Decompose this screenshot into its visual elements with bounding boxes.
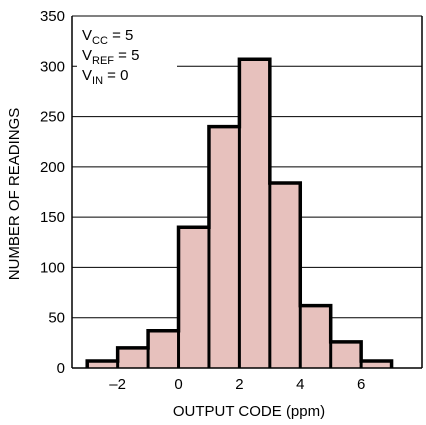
histogram-bar [148, 330, 179, 368]
y-tick-label: 300 [40, 58, 65, 75]
histogram-bar [87, 360, 118, 368]
histogram-outline [85, 57, 394, 368]
y-tick-label: 0 [57, 360, 65, 377]
histogram-bar [117, 347, 149, 368]
y-tick-label: 350 [40, 8, 65, 25]
y-tick-label: 100 [40, 259, 65, 276]
histogram-bar [178, 227, 209, 368]
tick-labels: 0 50 100 150 200 250 300 350 –2 0 2 4 6 [40, 8, 365, 393]
x-tick-label: 4 [296, 376, 304, 393]
y-tick-label: 250 [40, 109, 65, 126]
annotation-vref: VREF = 5 [82, 47, 139, 67]
axes [71, 16, 423, 369]
y-tick-label: 200 [40, 159, 65, 176]
annotation-vin: VIN = 0 [82, 67, 128, 87]
histogram-bars [85, 57, 394, 368]
x-tick-label: 2 [235, 376, 243, 393]
y-tick-label: 50 [48, 310, 65, 327]
y-tick-label: 150 [40, 209, 65, 226]
histogram-bar [239, 59, 270, 368]
histogram-bar [330, 341, 362, 368]
x-tick-label: 6 [357, 376, 365, 393]
histogram-bar [208, 126, 240, 368]
x-axis-title: OUTPUT CODE (ppm) [173, 403, 325, 420]
histogram-bar [361, 360, 392, 368]
x-tick-label: 0 [174, 376, 182, 393]
histogram-bar [269, 182, 301, 368]
y-axis-title: NUMBER OF READINGS [6, 108, 23, 281]
x-tick-label: –2 [109, 376, 126, 393]
annotation-background [77, 18, 177, 96]
histogram-bar [300, 305, 331, 368]
annotation-vcc: VCC = 5 [82, 27, 133, 47]
